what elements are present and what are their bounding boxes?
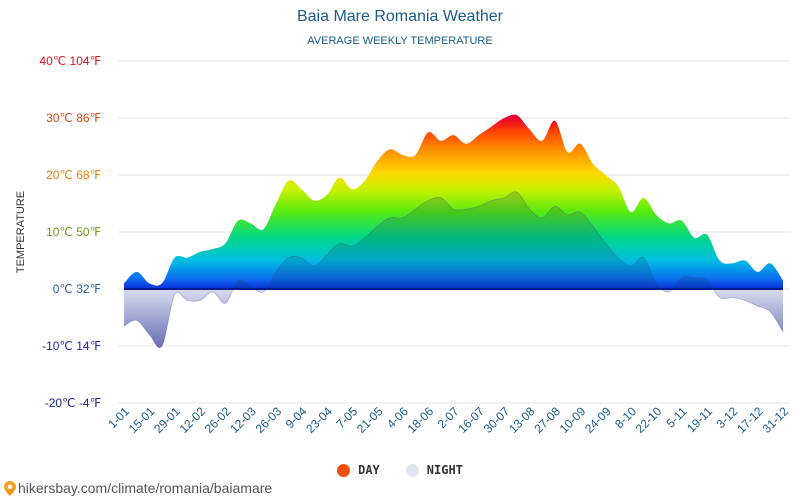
x-tick-label: 13-08 [506, 404, 538, 436]
night-area-below-zero [124, 289, 783, 348]
x-tick-label: 29-01 [151, 404, 183, 436]
legend-day-label: DAY [358, 463, 380, 477]
y-axis-ticks: 40℃ 104℉ 30℃ 86℉ 20℃ 68℉ 10℃ 50℉ 0℃ 32℉ -10℃ … [39, 54, 101, 410]
legend-night-label: NIGHT [426, 463, 463, 477]
day-area [124, 114, 783, 289]
x-tick-label: 17-12 [734, 404, 766, 436]
x-tick-label: 19-11 [684, 404, 715, 435]
x-tick-label: 26-03 [253, 404, 285, 436]
map-pin-icon [4, 480, 16, 496]
x-tick-label: 31-12 [760, 404, 792, 436]
legend: DAY NIGHT [0, 463, 800, 477]
x-tick-label: 15-01 [126, 404, 158, 436]
x-tick-label: 16-07 [455, 404, 487, 436]
y-tick-label: -10℃ 14℉ [42, 339, 101, 353]
x-tick-label: 22-10 [633, 404, 665, 436]
x-axis-ticks: 1-0115-0129-0112-0226-0212-0326-039-0423… [105, 404, 791, 436]
night-area [124, 191, 783, 289]
y-axis-label: TEMPERATURE [15, 191, 27, 273]
legend-night[interactable]: NIGHT [405, 463, 463, 477]
y-tick-label: 0℃ 32℉ [53, 282, 101, 296]
day-series [124, 114, 783, 289]
x-tick-label: 24-09 [582, 404, 614, 436]
y-tick-label: 20℃ 68℉ [46, 168, 101, 182]
x-tick-label: 21-05 [354, 404, 386, 436]
x-tick-label: 23-04 [303, 404, 335, 436]
y-tick-label: -20℃ -4℉ [45, 396, 101, 410]
x-tick-label: 12-03 [227, 404, 259, 436]
x-tick-label: 12-02 [177, 404, 209, 436]
x-tick-label: 18-06 [405, 404, 437, 436]
x-tick-label: 10-09 [557, 404, 589, 436]
x-tick-label: 30-07 [481, 404, 513, 436]
footer: hikersbay.com/climate/romania/baiamare [4, 480, 272, 496]
day-dot-icon [337, 463, 351, 477]
legend-day[interactable]: DAY [337, 463, 380, 477]
night-dot-icon [405, 463, 419, 477]
y-tick-label: 10℃ 50℉ [46, 225, 101, 239]
y-tick-label: 30℃ 86℉ [46, 111, 101, 125]
page-subtitle: AVERAGE WEEKLY TEMPERATURE [307, 35, 493, 47]
page-title: Baia Mare Romania Weather [296, 8, 504, 25]
x-tick-label: 27-08 [531, 404, 563, 436]
y-tick-label: 40℃ 104℉ [39, 54, 101, 68]
x-tick-label: 26-02 [202, 404, 234, 436]
footer-link[interactable]: hikersbay.com/climate/romania/baiamare [18, 480, 273, 496]
